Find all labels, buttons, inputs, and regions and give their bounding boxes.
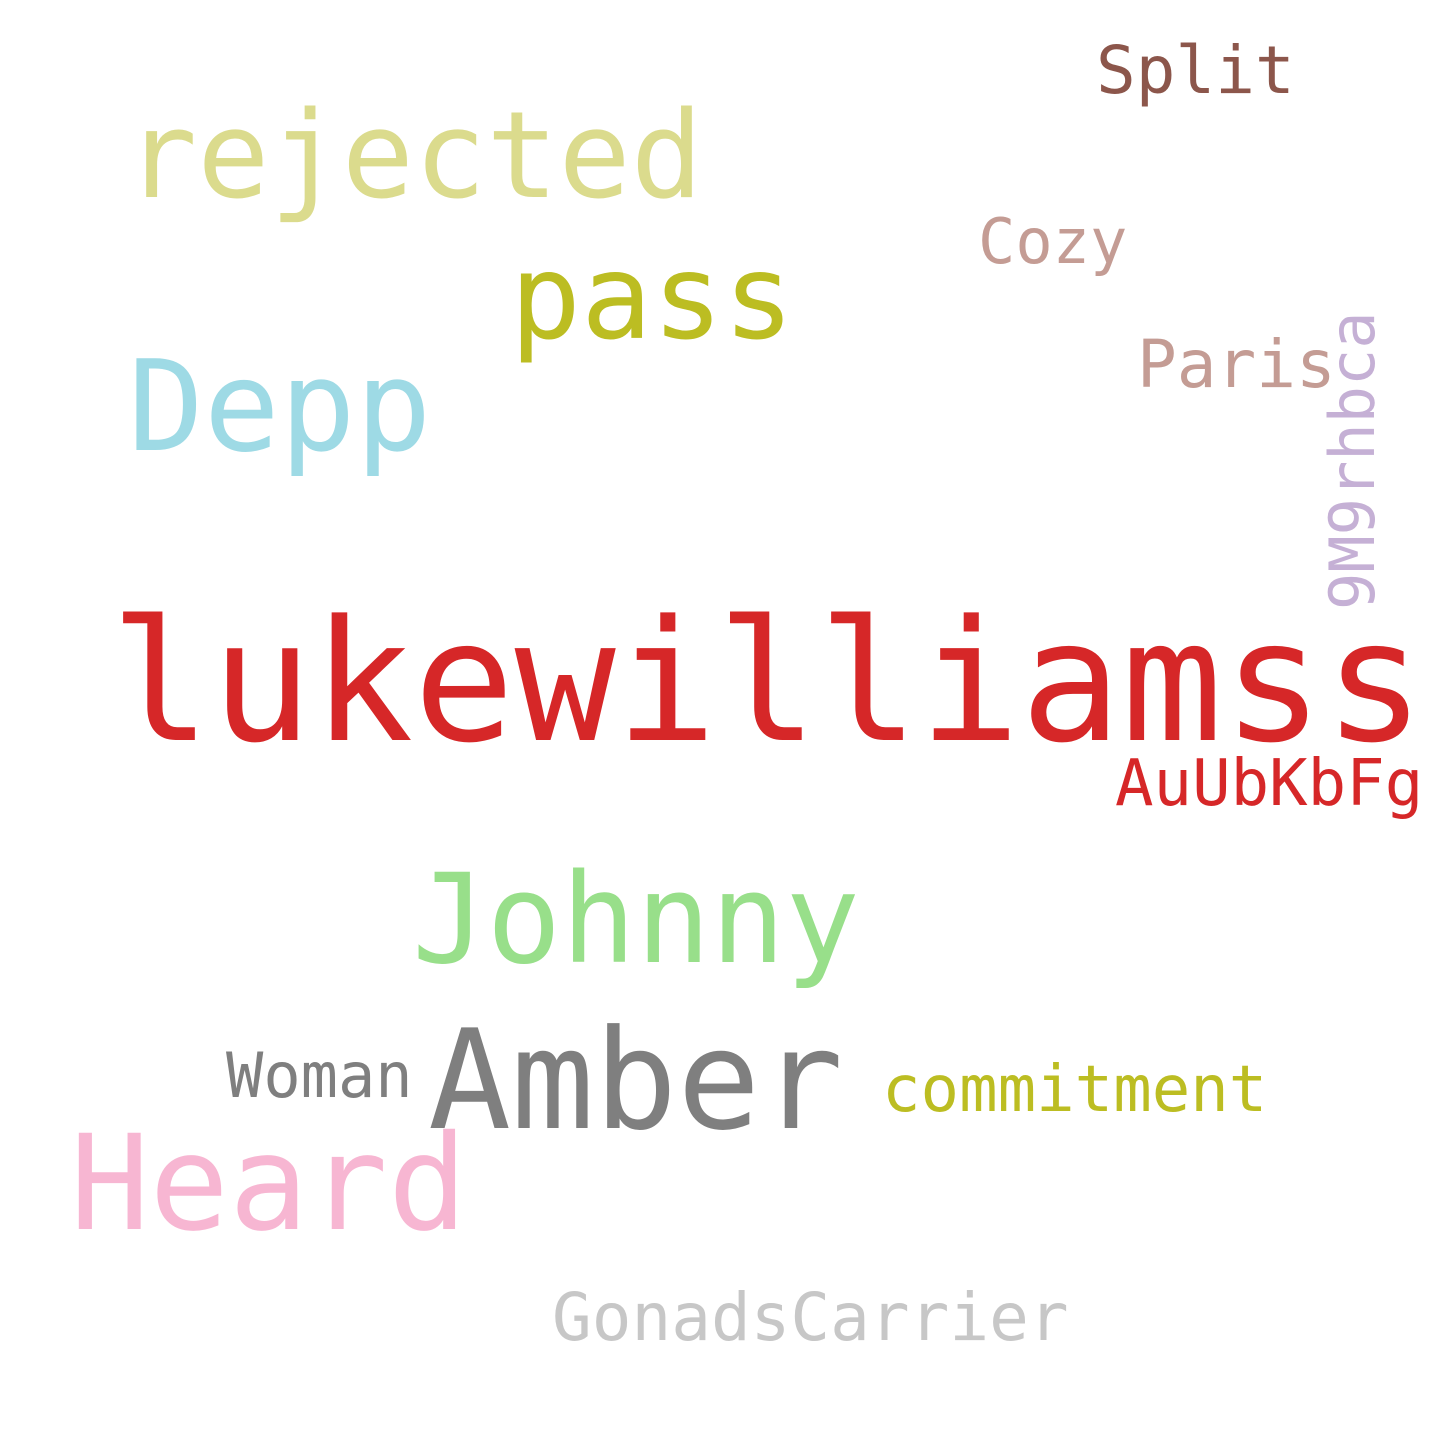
word-commitment: commitment — [882, 1053, 1268, 1127]
word-lukewilliamss: lukewilliamss — [110, 584, 1425, 780]
word-aubkbfg: AuUbKbFg — [1115, 747, 1424, 821]
word-split: Split — [1096, 32, 1295, 109]
word-rejected: rejected — [125, 87, 703, 226]
word-gonadscarrier: GonadsCarrier — [552, 1279, 1069, 1356]
word-heard: Heard — [70, 1107, 468, 1261]
word-woman: Woman — [226, 1039, 413, 1112]
word-paris: Paris — [1137, 326, 1336, 403]
word-johnny: Johnny — [412, 848, 860, 992]
word-amber: Amber — [428, 1000, 844, 1161]
word-pass: pass — [510, 228, 795, 366]
word-cozy: Cozy — [978, 205, 1128, 278]
word-depp: Depp — [128, 333, 432, 480]
word-9m9rhbca: 9M9rhbca — [1316, 311, 1389, 610]
